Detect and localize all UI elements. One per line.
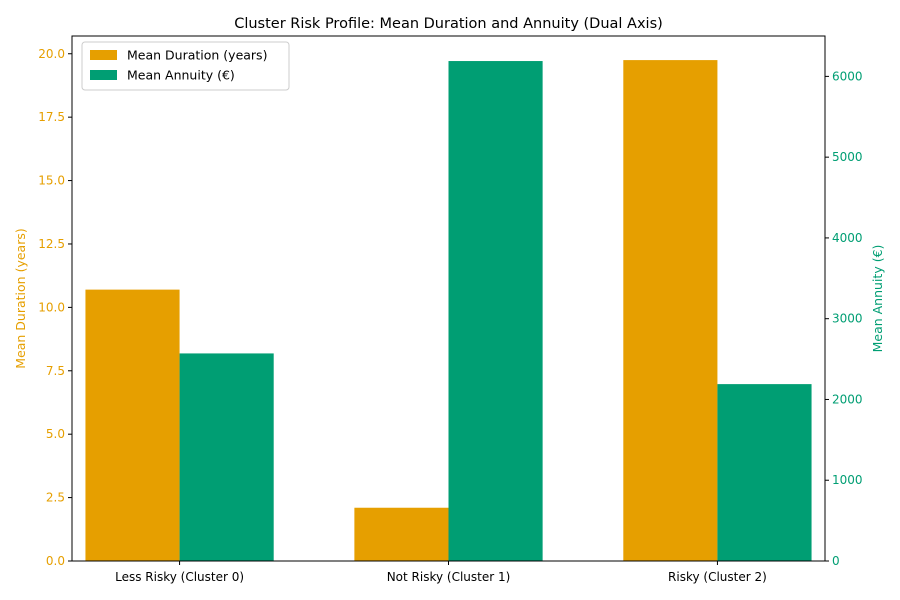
- legend-label-1: Mean Annuity (€): [127, 68, 235, 83]
- right-tick-label-5: 5000: [832, 150, 863, 164]
- duration-bar-2: [623, 60, 718, 561]
- left-y-axis: 0.0 2.5 5.0 7.5 10.0 12.5 15.0 17.5 20.0: [38, 47, 72, 568]
- x-tick-label-1: Not Risky (Cluster 1): [387, 570, 511, 584]
- legend-swatch-1: [90, 70, 117, 80]
- right-tick-label-3: 3000: [832, 312, 863, 326]
- left-tick-label-5: 12.5: [38, 237, 65, 251]
- left-tick-label-1: 2.5: [46, 491, 65, 505]
- right-y-axis: 0 1000 2000 3000 4000 5000 6000: [825, 69, 863, 568]
- left-y-axis-label: Mean Duration (years): [13, 228, 28, 368]
- annuity-bar-0: [179, 353, 274, 561]
- duration-bar-1: [354, 507, 449, 561]
- left-tick-label-8: 20.0: [38, 47, 65, 61]
- x-axis: Less Risky (Cluster 0) Not Risky (Cluster…: [115, 561, 767, 584]
- right-tick-label-6: 6000: [832, 69, 863, 83]
- annuity-bar-2: [717, 384, 812, 561]
- x-tick-label-2: Risky (Cluster 2): [668, 570, 767, 584]
- legend-label-0: Mean Duration (years): [127, 48, 267, 63]
- left-tick-label-0: 0.0: [46, 554, 65, 568]
- x-tick-label-0: Less Risky (Cluster 0): [115, 570, 244, 584]
- legend: Mean Duration (years) Mean Annuity (€): [81, 41, 290, 91]
- left-tick-label-7: 17.5: [38, 110, 65, 124]
- chart-title: Cluster Risk Profile: Mean Duration and …: [234, 16, 663, 32]
- right-tick-label-2: 2000: [832, 392, 863, 406]
- bars-layer: [85, 60, 812, 562]
- right-tick-label-0: 0: [832, 554, 840, 568]
- right-tick-label-1: 1000: [832, 473, 863, 487]
- legend-swatch-0: [90, 50, 117, 60]
- left-tick-label-6: 15.0: [38, 174, 65, 188]
- left-tick-label-2: 5.0: [46, 427, 65, 441]
- annuity-bar-1: [448, 61, 543, 562]
- right-y-axis-label: Mean Annuity (€): [870, 245, 885, 353]
- right-tick-label-4: 4000: [832, 231, 863, 245]
- duration-bar-0: [85, 289, 180, 561]
- left-tick-label-3: 7.5: [46, 364, 65, 378]
- left-tick-label-4: 10.0: [38, 300, 65, 314]
- legend-box: [81, 41, 290, 91]
